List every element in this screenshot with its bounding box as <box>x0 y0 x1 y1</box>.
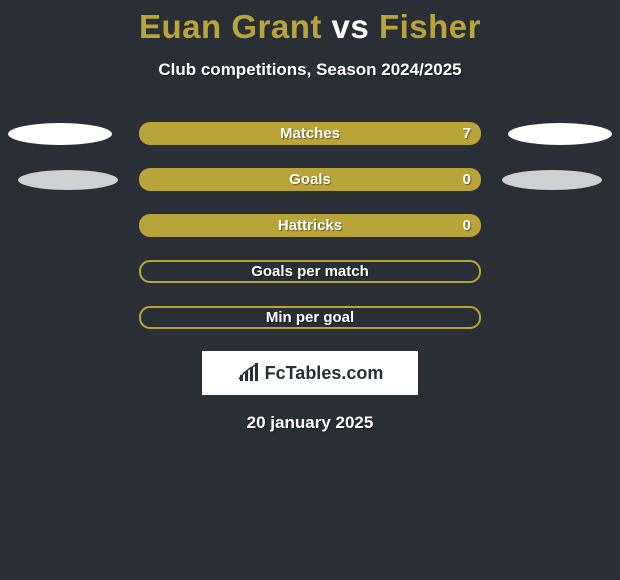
stat-label: Goals <box>289 171 331 188</box>
ellipse-right <box>508 123 612 145</box>
ellipse-left <box>8 123 112 145</box>
page-title: Euan Grant vs Fisher <box>0 0 620 46</box>
stat-row-min-per-goal: Min per goal <box>0 306 620 329</box>
stat-value: 7 <box>463 125 471 142</box>
bar-chart-icon <box>237 361 261 385</box>
stat-value: 0 <box>463 171 471 188</box>
stat-value: 0 <box>463 217 471 234</box>
vs-text: vs <box>332 8 370 45</box>
player1-name: Euan Grant <box>139 8 322 45</box>
stat-label: Min per goal <box>266 309 354 326</box>
stat-row-hattricks: Hattricks 0 <box>0 214 620 237</box>
subtitle: Club competitions, Season 2024/2025 <box>0 60 620 80</box>
player2-name: Fisher <box>379 8 481 45</box>
stat-row-goals-per-match: Goals per match <box>0 260 620 283</box>
stat-label: Hattricks <box>278 217 342 234</box>
stat-bar: Hattricks 0 <box>139 214 481 237</box>
stat-label: Goals per match <box>251 263 369 280</box>
stat-bar: Goals 0 <box>139 168 481 191</box>
stat-rows: Matches 7 Goals 0 Hattricks 0 Goals per … <box>0 122 620 329</box>
logo[interactable]: FcTables.com <box>202 351 418 395</box>
stat-bar: Goals per match <box>139 260 481 283</box>
logo-text: FcTables.com <box>265 363 384 384</box>
stat-label: Matches <box>280 125 340 142</box>
ellipse-right <box>502 170 602 190</box>
date: 20 january 2025 <box>0 413 620 433</box>
stat-row-matches: Matches 7 <box>0 122 620 145</box>
stat-row-goals: Goals 0 <box>0 168 620 191</box>
stat-bar: Matches 7 <box>139 122 481 145</box>
ellipse-left <box>18 170 118 190</box>
stat-bar: Min per goal <box>139 306 481 329</box>
